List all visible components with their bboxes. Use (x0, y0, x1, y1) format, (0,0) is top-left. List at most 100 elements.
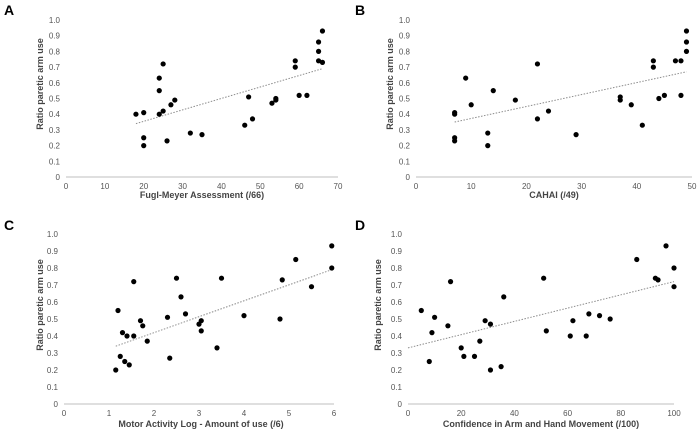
panel-d-y-tick-label: 0.5 (391, 315, 403, 324)
panel-d-y-tick-label: 1.0 (391, 230, 403, 239)
panel-d-y-tick-label: 0.8 (391, 264, 403, 273)
panel-c-x-tick-label: 3 (197, 409, 202, 418)
panel-d-y-tick-label: 0.1 (391, 383, 403, 392)
panel-a-data-point (269, 100, 275, 106)
panel-c-data-point (218, 275, 225, 281)
panel-c-x-tick-label: 5 (287, 409, 292, 418)
panel-a-data-point (160, 108, 166, 114)
panel-b-y-tick-label: 1.0 (399, 16, 411, 25)
panel-d-data-point (482, 318, 488, 324)
panel-a-data-point (133, 111, 139, 117)
panel-a-data-point (187, 130, 193, 136)
panel-c-data-point (293, 256, 299, 263)
panel-b-points (452, 28, 690, 149)
panel-a-data-point (292, 64, 298, 70)
panel-a-x-tick-label: 40 (217, 182, 226, 191)
panel-d-data-point (445, 323, 451, 329)
panel-b-data-point (534, 116, 541, 122)
panel-a-data-point (304, 92, 310, 98)
panel-d-y-tick-label: 0 (398, 400, 403, 409)
panel-b-data-point (683, 48, 690, 55)
panel-c-y-tick-label: 0.8 (47, 264, 59, 273)
panel-a-y-tick-label: 0.4 (49, 110, 61, 119)
panel-c-data-point (329, 243, 335, 249)
panel-a-data-point (319, 28, 326, 34)
panel-d-x-ticks: 0 20 40 60 80 100 (406, 409, 681, 418)
panel-d-x-tick-label: 100 (667, 409, 681, 418)
panel-c-data-point (308, 284, 315, 290)
panel-c-points (113, 243, 335, 373)
panel-a-x-ticks: 0 10 20 30 40 50 60 70 (64, 182, 343, 191)
panel-d-data-point (586, 311, 592, 317)
panel-a-data-point (172, 97, 178, 103)
panel-c: C Ratio paretic arm use Motor Activity L… (4, 217, 337, 429)
panel-b-data-point (452, 111, 458, 117)
panel-a-letter: A (4, 2, 14, 18)
panel-b-data-point (650, 58, 656, 64)
panel-c-data-point (178, 294, 184, 300)
panel-b-y-tick-label: 0.8 (399, 47, 411, 56)
panel-d-data-point (429, 330, 435, 336)
panel-c-data-point (182, 311, 189, 317)
panel-b-data-point (639, 122, 645, 128)
panel-a-data-point (315, 39, 322, 45)
panel-d-data-point (567, 333, 573, 339)
panel-c-data-point (113, 367, 119, 373)
panel-d-y-tick-label: 0.4 (391, 332, 403, 341)
panel-d-data-point (432, 314, 438, 320)
panel-d-y-axis-title: Ratio paretic arm use (373, 259, 383, 351)
panel-a-data-point (156, 75, 162, 81)
panel-a-data-point (296, 92, 302, 98)
panel-c-y-tick-label: 0.7 (47, 281, 59, 290)
panel-a-x-axis-title: Fugl-Meyer Assessment (/66) (140, 190, 264, 200)
panel-d-x-tick-label: 40 (510, 409, 519, 418)
panel-d-y-tick-label: 0.7 (391, 281, 403, 290)
panel-a-data-point (249, 116, 256, 122)
panel-a-y-tick-label: 0.2 (49, 142, 61, 151)
panel-a-x-tick-label: 70 (334, 182, 343, 191)
panel-d-y-tick-label: 0.6 (391, 298, 403, 307)
panel-a-y-tick-label: 0.9 (49, 32, 61, 41)
panel-c-x-tick-label: 4 (242, 409, 247, 418)
panel-b-data-point (683, 28, 690, 34)
panel-c-data-point (119, 330, 126, 336)
panel-a-y-tick-label: 0.3 (49, 126, 61, 135)
panel-c-data-point (144, 338, 150, 344)
panel-c-y-tick-label: 0.4 (47, 332, 59, 341)
panel-b: B Ratio paretic arm use CAHAI (/49) 0 0.1… (355, 2, 697, 200)
panel-c-y-tick-label: 0.5 (47, 315, 59, 324)
panel-a-data-point (141, 110, 147, 116)
panel-b-data-point (678, 58, 684, 64)
panel-a-x-tick-label: 0 (64, 182, 69, 191)
panel-a-data-point (273, 95, 279, 102)
panel-a-y-tick-label: 1.0 (49, 16, 61, 25)
panel-b-y-tick-label: 0 (406, 173, 411, 182)
panel-b-y-tick-label: 0.6 (399, 79, 411, 88)
panel-c-x-tick-label: 1 (107, 409, 112, 418)
panel-c-y-tick-label: 0.6 (47, 298, 59, 307)
panel-d-y-tick-label: 0.2 (391, 366, 403, 375)
panel-c-data-point (140, 323, 146, 329)
panel-c-x-tick-label: 6 (332, 409, 337, 418)
panel-a-x-tick-label: 30 (178, 182, 187, 191)
panel-c-data-point (131, 333, 137, 339)
panel-b-x-tick-label: 10 (467, 182, 476, 191)
panel-d-x-tick-label: 0 (406, 409, 411, 418)
panel-b-y-tick-label: 0.2 (399, 142, 411, 151)
panel-b-data-point (545, 108, 552, 114)
panel-d-data-point (426, 358, 432, 365)
panel-b-data-point (485, 143, 491, 149)
panel-a-x-tick-label: 50 (256, 182, 265, 191)
panel-c-data-point (198, 328, 204, 334)
panel-a-y-tick-label: 0.6 (49, 79, 61, 88)
panel-b-data-point (452, 138, 458, 144)
panel-a-y-tick-label: 0.7 (49, 63, 61, 72)
panel-d-trendline (407, 281, 675, 349)
panel-d-data-point (461, 353, 467, 359)
panel-c-data-point (198, 318, 204, 324)
panel-d-data-point (418, 307, 424, 314)
panel-d-data-point (447, 279, 454, 285)
panel-c-x-axis-title: Motor Activity Log - Amount of use (/6) (118, 419, 283, 429)
panel-d-x-tick-label: 80 (616, 409, 625, 418)
panel-b-trendline (454, 71, 687, 123)
